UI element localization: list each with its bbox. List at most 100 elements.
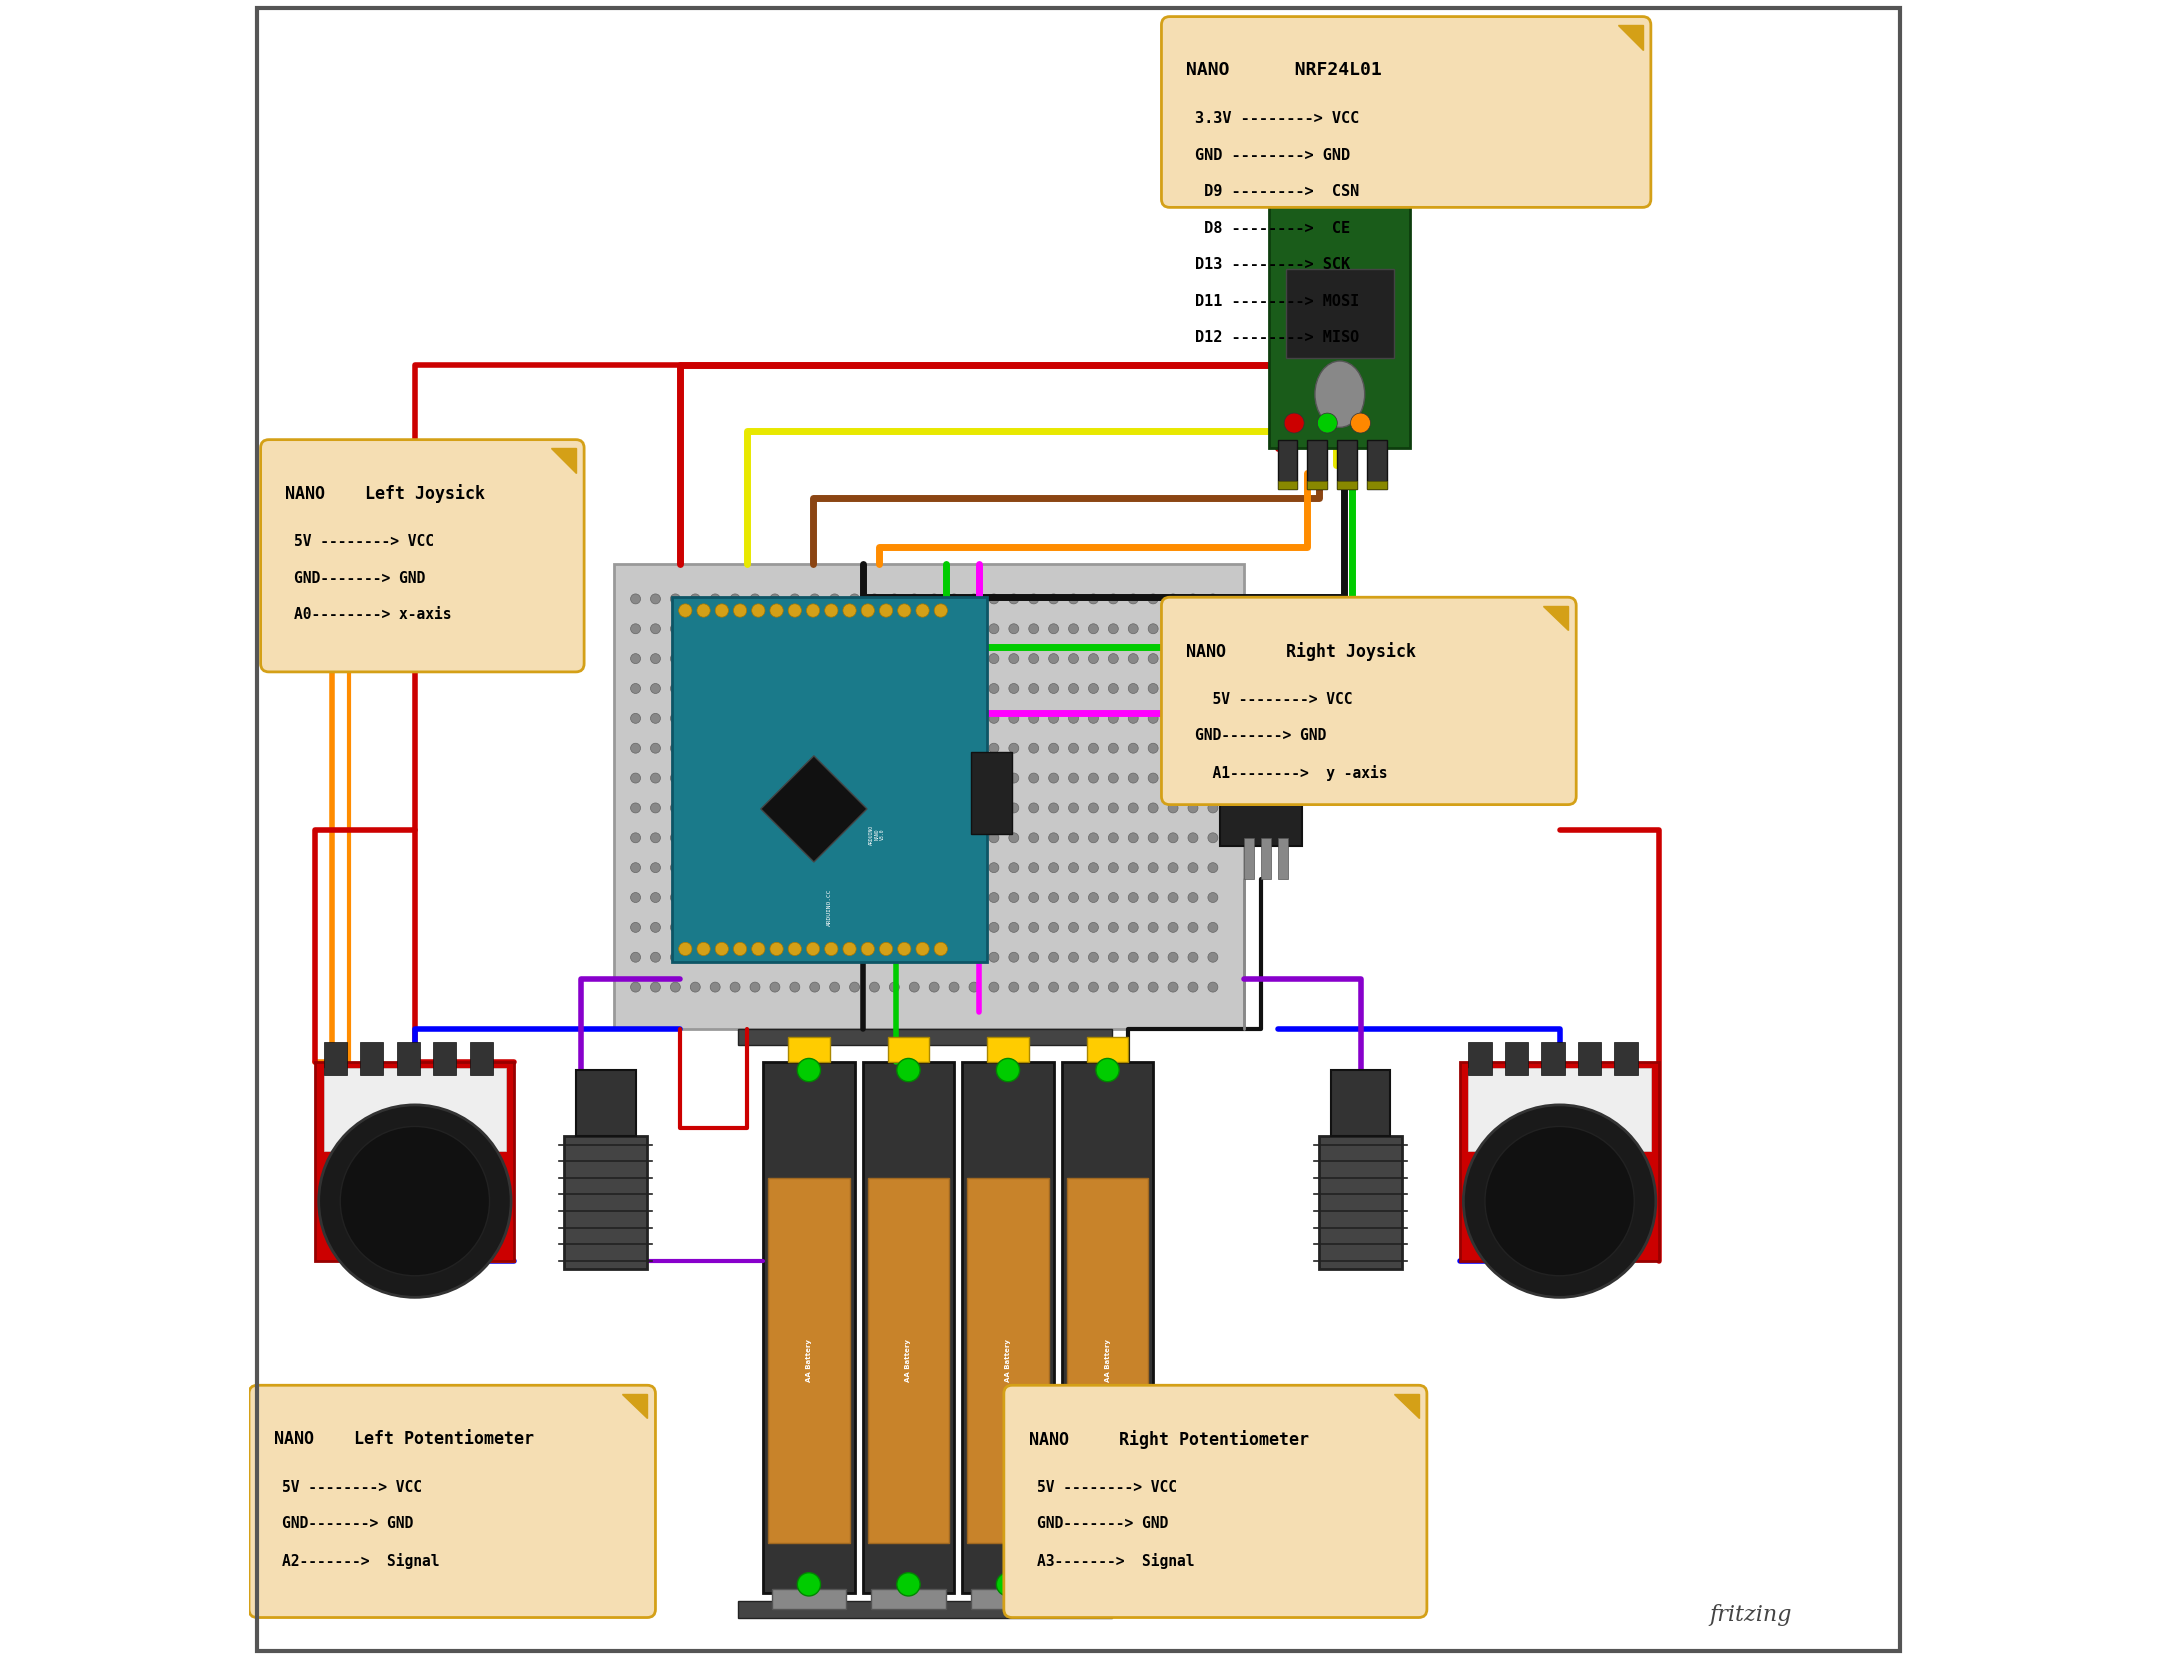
Polygon shape [761,757,867,863]
Bar [1068,1178,1148,1543]
Circle shape [1128,803,1139,813]
Circle shape [787,604,802,617]
Circle shape [809,773,820,783]
Circle shape [1109,684,1117,693]
Circle shape [930,654,938,664]
Circle shape [697,604,710,617]
Circle shape [809,982,820,992]
Circle shape [1029,833,1040,843]
Circle shape [651,594,660,604]
Circle shape [751,743,759,753]
Circle shape [729,594,740,604]
Bar [1286,269,1393,358]
Circle shape [949,773,960,783]
Circle shape [930,803,938,813]
Circle shape [1169,684,1178,693]
Bar [764,1062,854,1593]
Circle shape [949,833,960,843]
Circle shape [1089,922,1098,932]
Circle shape [751,922,759,932]
Circle shape [1068,654,1078,664]
Circle shape [1068,833,1078,843]
Circle shape [949,684,960,693]
Circle shape [710,624,720,634]
Circle shape [751,594,759,604]
Circle shape [968,952,979,962]
Circle shape [910,654,919,664]
Circle shape [1208,952,1219,962]
Circle shape [729,743,740,753]
Circle shape [671,654,679,664]
Circle shape [671,773,679,783]
Circle shape [1208,594,1219,604]
Circle shape [869,833,880,843]
Circle shape [1048,594,1059,604]
Circle shape [1148,863,1158,873]
Circle shape [1169,803,1178,813]
Bar [971,752,1012,834]
Circle shape [1109,922,1117,932]
Circle shape [869,863,880,873]
Circle shape [716,604,729,617]
Circle shape [850,982,858,992]
Circle shape [1089,952,1098,962]
Circle shape [651,773,660,783]
Circle shape [968,922,979,932]
Circle shape [671,743,679,753]
Circle shape [869,773,880,783]
Circle shape [651,833,660,843]
Circle shape [968,773,979,783]
Text: D13 --------> SCK: D13 --------> SCK [1195,257,1350,272]
Circle shape [930,773,938,783]
Circle shape [710,684,720,693]
Circle shape [710,743,720,753]
Circle shape [1169,952,1178,962]
Circle shape [751,863,759,873]
Circle shape [930,684,938,693]
Circle shape [850,893,858,902]
Text: 5V --------> VCC: 5V --------> VCC [1038,1480,1178,1495]
Circle shape [889,893,899,902]
Polygon shape [1542,606,1568,630]
Circle shape [1128,982,1139,992]
Circle shape [1109,982,1117,992]
Circle shape [910,773,919,783]
Circle shape [988,833,999,843]
Circle shape [671,803,679,813]
Circle shape [789,713,800,723]
Circle shape [949,654,960,664]
Circle shape [789,803,800,813]
Circle shape [630,624,641,634]
Circle shape [651,743,660,753]
Circle shape [910,594,919,604]
Circle shape [1048,952,1059,962]
Circle shape [968,684,979,693]
Circle shape [1208,863,1219,873]
Circle shape [850,833,858,843]
Circle shape [729,863,740,873]
Circle shape [1048,982,1059,992]
Circle shape [889,743,899,753]
Circle shape [968,863,979,873]
Circle shape [651,982,660,992]
Circle shape [729,654,740,664]
Circle shape [1029,773,1040,783]
Circle shape [1089,803,1098,813]
Text: 5V --------> VCC: 5V --------> VCC [293,534,434,549]
Circle shape [1029,743,1040,753]
Circle shape [988,594,999,604]
Circle shape [830,743,839,753]
Circle shape [630,743,641,753]
Circle shape [710,713,720,723]
Circle shape [988,893,999,902]
Circle shape [930,863,938,873]
Polygon shape [1393,1394,1419,1418]
Bar [397,1042,421,1075]
Circle shape [880,604,893,617]
Circle shape [897,604,910,617]
Bar [434,1042,457,1075]
Circle shape [949,803,960,813]
Text: A1-------->  y -axis: A1--------> y -axis [1195,765,1387,781]
Circle shape [1484,1126,1635,1276]
Circle shape [1169,624,1178,634]
